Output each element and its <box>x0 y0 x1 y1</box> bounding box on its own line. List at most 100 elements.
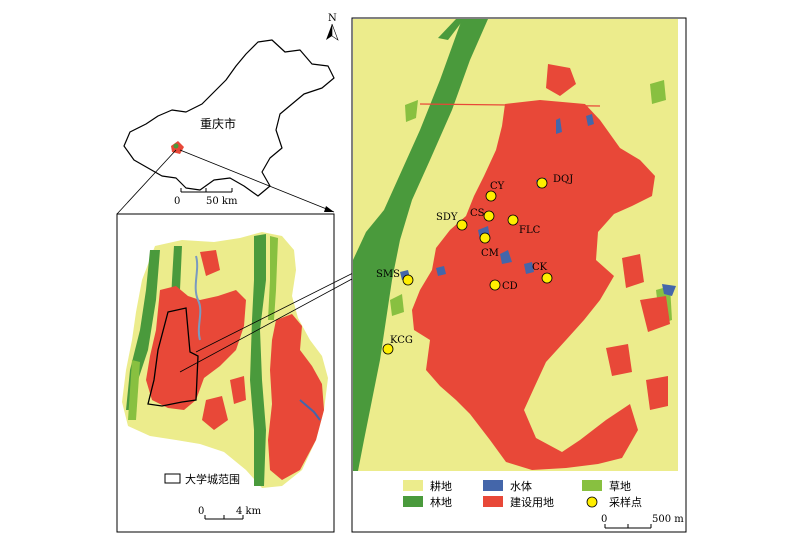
legend-swatch-builtup <box>483 496 503 507</box>
inset-builtup-patch <box>230 376 246 404</box>
inset-grass-strip-2 <box>128 360 140 420</box>
main-scale-value: 500 m <box>652 514 684 525</box>
inset-builtup-east <box>268 314 324 480</box>
sample-point-marker[interactable] <box>402 274 414 286</box>
legend-item-sample-point: 采样点 <box>586 495 642 509</box>
main-builtup-east-2 <box>640 296 670 332</box>
sample-point-marker[interactable] <box>536 177 548 189</box>
inset-builtup-north <box>200 250 220 276</box>
inset-grass-strip-1 <box>268 236 278 320</box>
sample-point-cm[interactable]: CM <box>479 232 499 259</box>
main-grass-patch-2 <box>390 294 404 316</box>
inset-leader-lower <box>179 272 364 373</box>
main-scale-bar: 0 500 m <box>601 514 684 529</box>
legend-label-cropland: 耕地 <box>430 479 452 493</box>
sample-point-label: CM <box>481 248 499 259</box>
legend-swatch-cropland <box>403 480 423 491</box>
leader-arrow <box>324 206 334 212</box>
leader-line-left <box>116 149 177 215</box>
overview-map: 重庆市 0 50 km <box>116 39 335 215</box>
legend-label-grassland: 草地 <box>609 480 631 493</box>
legend-item-forest: 林地 <box>403 495 452 509</box>
sample-point-cd[interactable]: CD <box>489 279 518 292</box>
overview-scale-zero: 0 <box>174 196 180 207</box>
legend-item-builtup: 建设用地 <box>483 495 554 509</box>
sample-point-label: CK <box>532 262 548 273</box>
legend-label-forest: 林地 <box>430 495 452 509</box>
chongqing-outline <box>123 39 335 197</box>
sample-point-marker[interactable] <box>479 232 491 244</box>
main-scale-zero: 0 <box>601 514 607 525</box>
main-builtup-north <box>546 64 576 96</box>
inset-water-east <box>299 399 321 421</box>
overview-scale-bar: 0 50 km <box>174 188 238 207</box>
main-road-line <box>419 103 601 107</box>
main-forest-belt <box>353 19 488 471</box>
main-grass-patch-1 <box>405 100 418 122</box>
study-area-forest-dot <box>173 143 179 149</box>
inset-scale-bar: 0 4 km <box>198 506 262 520</box>
boundary-legend-label: 大学城范围 <box>185 472 240 486</box>
legend-swatch-forest <box>403 496 423 507</box>
inset-builtup-central <box>146 286 246 410</box>
inset-map: 大学城范围 0 4 km <box>116 213 335 533</box>
university-town-boundary <box>147 307 199 407</box>
north-label: N <box>328 13 337 24</box>
main-water-1 <box>556 118 562 134</box>
sample-point-marker[interactable] <box>489 279 501 291</box>
region-label: 重庆市 <box>200 116 236 131</box>
sample-point-marker[interactable] <box>507 214 519 226</box>
legend-label-builtup: 建设用地 <box>510 495 554 509</box>
main-forest-patch-nw <box>438 19 464 40</box>
main-water-8 <box>662 284 676 296</box>
sample-point-marker[interactable] <box>456 219 468 231</box>
main-grass-patch-3 <box>650 80 666 104</box>
sample-point-kcg[interactable]: KCG <box>382 335 413 355</box>
sample-point-marker[interactable] <box>483 210 495 222</box>
inset-river <box>194 255 202 341</box>
legend-item-water: 水体 <box>483 479 532 493</box>
map-legend: 耕地 水体 草地 林地 建设用地 采样点 <box>403 479 642 509</box>
sample-point-label: KCG <box>390 335 413 346</box>
main-builtup-east-4 <box>606 344 632 376</box>
sample-point-marker[interactable] <box>485 190 497 202</box>
north-arrow: N <box>326 13 339 41</box>
inset-builtup-south <box>202 396 228 430</box>
sample-point-label: SDY <box>436 212 458 223</box>
legend-label-sample-point: 采样点 <box>609 495 642 509</box>
main-builtup-east-1 <box>622 254 644 288</box>
sample-point-label: CY <box>490 181 505 192</box>
main-builtup-area <box>412 100 655 470</box>
overview-scale-value: 50 km <box>206 196 238 207</box>
inset-leader-upper <box>195 267 364 353</box>
inset-scale-zero: 0 <box>198 506 204 517</box>
north-arrow-icon-half <box>331 23 339 41</box>
sample-point-cs[interactable]: CS <box>470 208 495 222</box>
sample-point-label: FLC <box>519 225 541 236</box>
inset-scale-value: 4 km <box>236 506 262 517</box>
sample-point-cy[interactable]: CY <box>485 181 505 202</box>
legend-item-cropland: 耕地 <box>403 479 452 493</box>
sample-point-marker[interactable] <box>541 272 553 284</box>
sample-point-sdy[interactable]: SDY <box>436 212 468 231</box>
main-map: DQJ CY SDY CS FLC CM SMS CK <box>351 17 687 533</box>
legend-label-water: 水体 <box>510 479 532 493</box>
main-water-2 <box>586 114 594 126</box>
sample-point-label: CS <box>470 208 485 219</box>
boundary-legend-swatch <box>164 473 181 484</box>
main-builtup-east-3 <box>646 376 668 410</box>
sample-point-label: SMS <box>376 269 400 280</box>
main-water-5 <box>524 262 534 274</box>
sample-point-label: DQJ <box>553 174 573 185</box>
legend-swatch-water <box>483 480 503 491</box>
main-water-4 <box>500 250 512 264</box>
inset-forest-strip-3 <box>250 234 266 486</box>
sample-point-ck[interactable]: CK <box>532 262 553 284</box>
leader-line-right <box>179 149 335 213</box>
legend-swatch-sample-point <box>586 496 598 508</box>
sample-point-dqj[interactable]: DQJ <box>536 174 573 189</box>
sample-point-sms[interactable]: SMS <box>376 269 414 286</box>
sample-point-marker[interactable] <box>382 343 394 355</box>
sample-point-flc[interactable]: FLC <box>507 214 541 236</box>
